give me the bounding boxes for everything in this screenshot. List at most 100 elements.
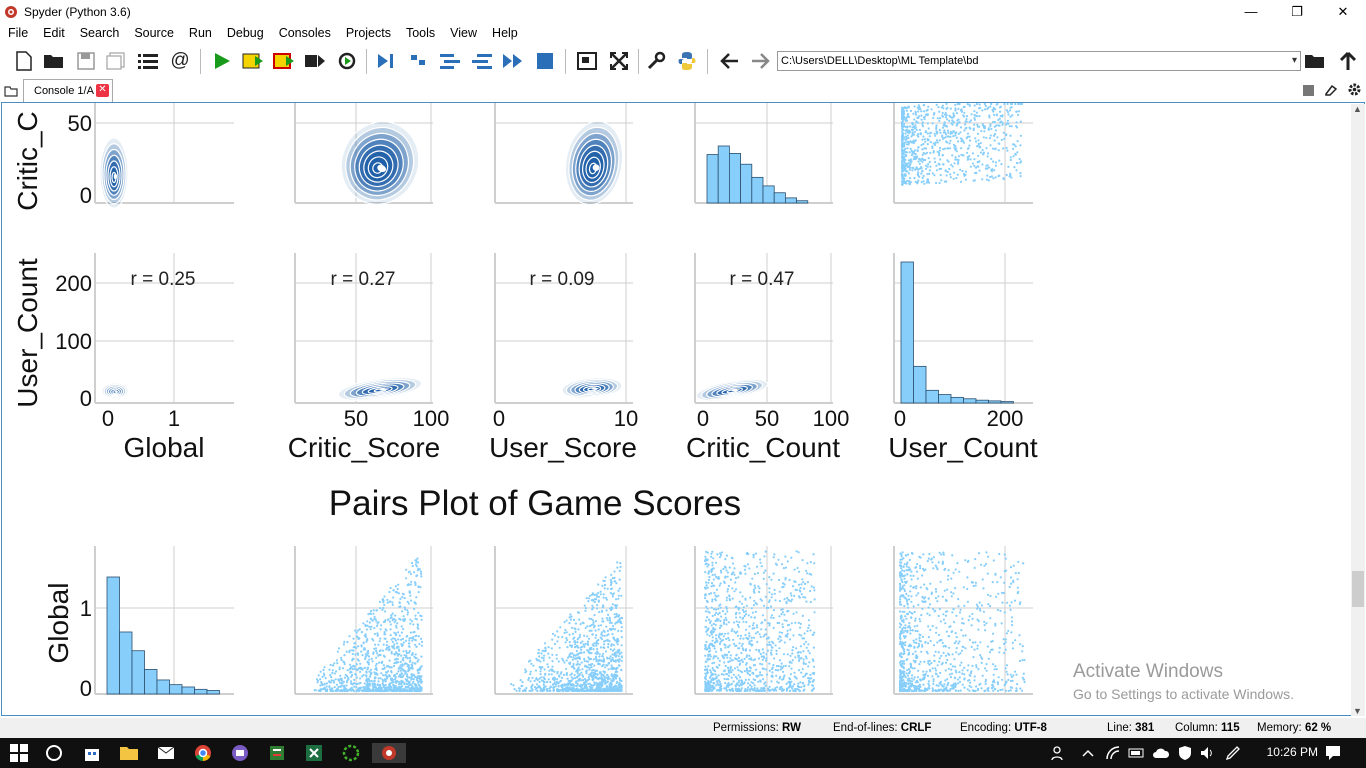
scatter-point	[594, 642, 598, 645]
step-into-icon[interactable]	[438, 50, 462, 72]
continue-icon[interactable]	[501, 50, 525, 72]
scatter-point	[743, 568, 747, 571]
scatter-point	[938, 657, 941, 660]
scatter-point	[353, 668, 356, 671]
stop-icon[interactable]	[533, 50, 557, 72]
scatter-point	[928, 169, 932, 172]
scatter-point	[349, 671, 352, 674]
scatter-point	[985, 663, 988, 666]
save-icon[interactable]	[74, 50, 98, 72]
scatter-point	[420, 575, 423, 578]
gear-icon[interactable]	[1347, 82, 1362, 102]
maximize-pane-icon[interactable]	[575, 50, 599, 72]
scatter-point	[1008, 175, 1011, 178]
forward-arrow-icon[interactable]	[748, 50, 772, 72]
tab-console[interactable]: Console 1/A ✕	[23, 79, 113, 102]
scatter-point	[731, 562, 735, 565]
open-folder-icon[interactable]	[42, 50, 66, 72]
scatter-point	[912, 123, 915, 126]
menu-debug[interactable]: Debug	[226, 26, 264, 40]
browse-tabs-icon[interactable]	[4, 84, 18, 102]
scatter-point	[927, 557, 930, 560]
scatter-point	[414, 639, 417, 642]
back-arrow-icon[interactable]	[718, 50, 742, 72]
scatter-point	[750, 681, 753, 684]
scatter-point	[800, 656, 803, 660]
menu-edit[interactable]: Edit	[43, 26, 65, 40]
scatter-point	[401, 596, 404, 599]
scatter-point	[343, 662, 346, 666]
scatter-point	[788, 665, 791, 668]
scatter-point	[537, 659, 540, 662]
scatter-point	[784, 664, 787, 668]
python-icon[interactable]	[675, 50, 699, 72]
chevron-down-icon[interactable]: ▾	[1291, 55, 1297, 66]
at-icon[interactable]: @	[170, 50, 190, 71]
scatter-point	[998, 159, 1001, 162]
menu-help[interactable]: Help	[492, 26, 518, 40]
restore-button[interactable]: ❐	[1291, 3, 1303, 19]
scatter-point	[613, 652, 616, 655]
close-button[interactable]: ✕	[1337, 3, 1349, 19]
stop-kernel-icon[interactable]	[1303, 85, 1314, 96]
scatter-point	[770, 680, 773, 683]
menu-tools[interactable]: Tools	[405, 26, 436, 40]
new-file-icon[interactable]	[12, 50, 36, 72]
scatter-point	[729, 657, 732, 660]
fullscreen-icon[interactable]	[607, 50, 631, 72]
scatter-point	[994, 665, 997, 668]
scatter-point	[1008, 109, 1012, 112]
scatter-point	[1010, 103, 1013, 106]
scatter-point	[792, 646, 795, 649]
scatter-point	[960, 153, 963, 156]
scatter-point	[917, 179, 920, 182]
step-icon[interactable]	[406, 50, 430, 72]
menu-search[interactable]: Search	[79, 26, 120, 40]
menu-consoles[interactable]: Consoles	[278, 26, 331, 40]
run-icon[interactable]	[210, 50, 234, 72]
scatter-point	[400, 675, 403, 679]
scatter-point	[604, 682, 607, 685]
scatter-point	[583, 645, 586, 648]
step-return-icon[interactable]	[470, 50, 494, 72]
menu-run[interactable]: Run	[188, 26, 212, 40]
scatter-point	[757, 689, 760, 693]
close-tab-icon[interactable]: ✕	[96, 84, 109, 97]
save-all-icon[interactable]	[104, 50, 128, 72]
scatter-point	[347, 689, 350, 692]
parent-dir-icon[interactable]	[1336, 50, 1360, 72]
rerun-icon[interactable]	[335, 50, 359, 72]
scatter-point	[396, 658, 399, 661]
wrench-icon[interactable]	[644, 50, 668, 72]
scatter-point	[744, 628, 748, 631]
menu-source[interactable]: Source	[134, 26, 174, 40]
scatter-point	[587, 637, 591, 640]
scatter-point	[374, 664, 377, 667]
scatter-point	[801, 578, 804, 581]
browse-folder-icon[interactable]	[1303, 50, 1327, 72]
menu-view[interactable]: View	[450, 26, 478, 40]
scatter-point	[802, 661, 805, 664]
scatter-point	[906, 140, 910, 143]
debug-icon[interactable]	[374, 50, 398, 72]
menu-projects[interactable]: Projects	[345, 26, 391, 40]
minimize-button[interactable]: —	[1244, 4, 1258, 19]
ipython-console[interactable]: r = 0.25 r = 0.27 r = 0.09 r = 0.47 Pair…	[1, 102, 1365, 716]
eraser-icon[interactable]	[1324, 83, 1338, 102]
run-selection-icon[interactable]	[303, 50, 327, 72]
list-icon[interactable]	[136, 50, 160, 72]
menu-file[interactable]: File	[8, 26, 29, 40]
scatter-point	[727, 636, 730, 640]
scatter-point	[945, 103, 948, 106]
scatter-point	[808, 652, 811, 655]
run-cell-icon[interactable]	[241, 50, 265, 72]
scatter-point	[413, 655, 416, 659]
working-directory-combo[interactable]: C:\Users\DELL\Desktop\ML Template\bd ▾	[777, 51, 1301, 71]
scatter-point	[708, 634, 711, 637]
scatter-point	[394, 614, 397, 617]
scatter-point	[361, 689, 364, 693]
scatter-point	[359, 662, 362, 665]
scatter-point	[951, 653, 954, 656]
scatter-point	[950, 668, 953, 671]
run-cell-advance-icon[interactable]	[272, 50, 296, 72]
